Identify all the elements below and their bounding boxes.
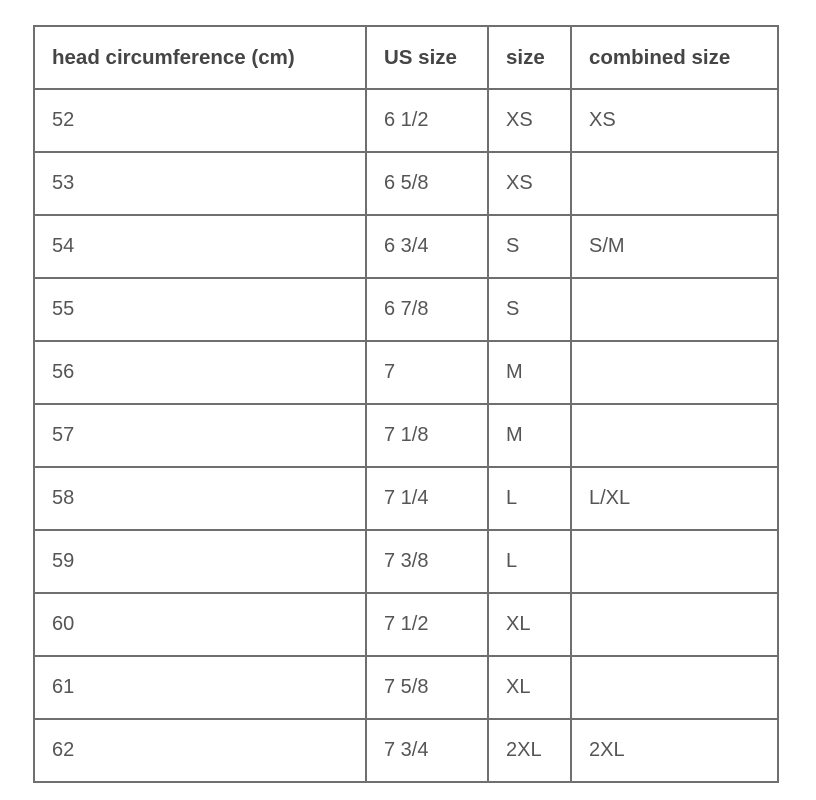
table-row: 55 6 7/8 S	[33, 277, 779, 342]
table-cell: XS	[487, 88, 572, 153]
table-cell: 7 1/8	[365, 403, 489, 468]
column-header: size	[487, 25, 572, 90]
header-row: head circumference (cm) US size size combin…	[33, 25, 779, 90]
table-cell	[570, 340, 779, 405]
table-cell: 6 3/4	[365, 214, 489, 279]
table-cell: S	[487, 214, 572, 279]
table-cell: S	[487, 277, 572, 342]
table-cell: 7 1/4	[365, 466, 489, 531]
column-header: combined size	[570, 25, 779, 90]
table-cell: M	[487, 340, 572, 405]
size-chart-table: head circumference (cm) US size size combin…	[33, 25, 779, 783]
table-cell: 54	[33, 214, 367, 279]
table-cell: 7 3/4	[365, 718, 489, 783]
table-row: 54 6 3/4 S S/M	[33, 214, 779, 279]
table-cell: 52	[33, 88, 367, 153]
table-cell: 7 1/2	[365, 592, 489, 657]
table-cell: 6 1/2	[365, 88, 489, 153]
table-cell	[570, 592, 779, 657]
table-cell: 57	[33, 403, 367, 468]
table-cell: L/XL	[570, 466, 779, 531]
table-cell: M	[487, 403, 572, 468]
table-cell: 55	[33, 277, 367, 342]
column-header: head circumference (cm)	[33, 25, 367, 90]
table-cell: XL	[487, 655, 572, 720]
table-cell	[570, 655, 779, 720]
table-cell: 59	[33, 529, 367, 594]
table-cell	[570, 403, 779, 468]
table-cell: XS	[487, 151, 572, 216]
table-cell	[570, 277, 779, 342]
table-cell: L	[487, 466, 572, 531]
table-cell: 53	[33, 151, 367, 216]
table-cell: S/M	[570, 214, 779, 279]
table-row: 58 7 1/4 L L/XL	[33, 466, 779, 531]
table-row: 59 7 3/8 L	[33, 529, 779, 594]
table-cell	[570, 529, 779, 594]
table-row: 53 6 5/8 XS	[33, 151, 779, 216]
column-header: US size	[365, 25, 489, 90]
table-row: 56 7 M	[33, 340, 779, 405]
table-row: 57 7 1/8 M	[33, 403, 779, 468]
table-cell: 62	[33, 718, 367, 783]
table-cell: L	[487, 529, 572, 594]
table-cell: 6 5/8	[365, 151, 489, 216]
table-cell: XS	[570, 88, 779, 153]
table-cell: 2XL	[487, 718, 572, 783]
table-row: 62 7 3/4 2XL 2XL	[33, 718, 779, 783]
table-cell: 60	[33, 592, 367, 657]
table-row: 52 6 1/2 XS XS	[33, 88, 779, 153]
table-cell: 56	[33, 340, 367, 405]
table-cell: 61	[33, 655, 367, 720]
table-cell: 6 7/8	[365, 277, 489, 342]
table-cell: XL	[487, 592, 572, 657]
table-cell: 7 5/8	[365, 655, 489, 720]
table-cell: 58	[33, 466, 367, 531]
table-cell: 2XL	[570, 718, 779, 783]
table-cell	[570, 151, 779, 216]
table-row: 60 7 1/2 XL	[33, 592, 779, 657]
table-row: 61 7 5/8 XL	[33, 655, 779, 720]
table-cell: 7 3/8	[365, 529, 489, 594]
table-cell: 7	[365, 340, 489, 405]
